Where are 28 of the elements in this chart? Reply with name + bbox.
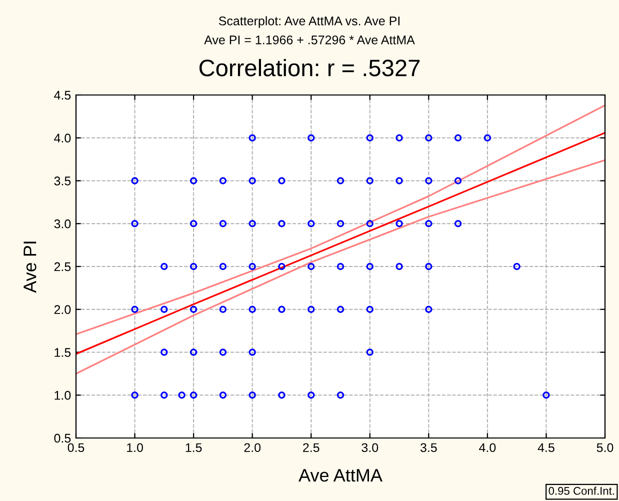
line-series [76,159,605,375]
y-tick-label: 2.0 [54,305,71,314]
x-tick-label: 0.5 [68,443,84,452]
y-tick-label: 4.5 [54,90,71,100]
chart-title: Scatterplot: Ave AttMA vs. Ave PI [218,16,400,28]
line-series [76,132,605,355]
x-tick-label: 3.0 [362,443,378,452]
y-tick-label: 0.5 [54,434,71,443]
x-tick-label: 4.5 [538,443,554,452]
y-tick-label: 3.5 [54,176,71,186]
text: 0.95 Conf.Int. [548,486,614,495]
x-axis-title: Ave AttMA [298,469,382,482]
y-axis-title: Ave PI [24,242,36,293]
x-tick-label: 5.0 [596,443,614,452]
x-tick-label: 2.0 [244,443,261,452]
x-tick-label: 4.0 [479,443,496,452]
x-tick-label: 3.5 [420,443,437,452]
y-tick-label: 4.0 [54,134,71,143]
x-tick-label: 2.5 [303,443,320,452]
text: Correlation: r = .5327 [199,58,420,76]
y-tick-label: 1.5 [54,348,71,357]
y-tick-label: 1.0 [54,390,71,400]
y-tick-label: 3.0 [54,219,71,228]
line-series [76,104,605,336]
chart-subtitle: Ave PI = 1.1966 + .57296 * Ave AttMA [204,36,415,44]
x-tick-label: 1.5 [186,443,202,452]
y-tick-label: 2.5 [54,262,71,272]
x-tick-label: 1.0 [127,443,143,452]
